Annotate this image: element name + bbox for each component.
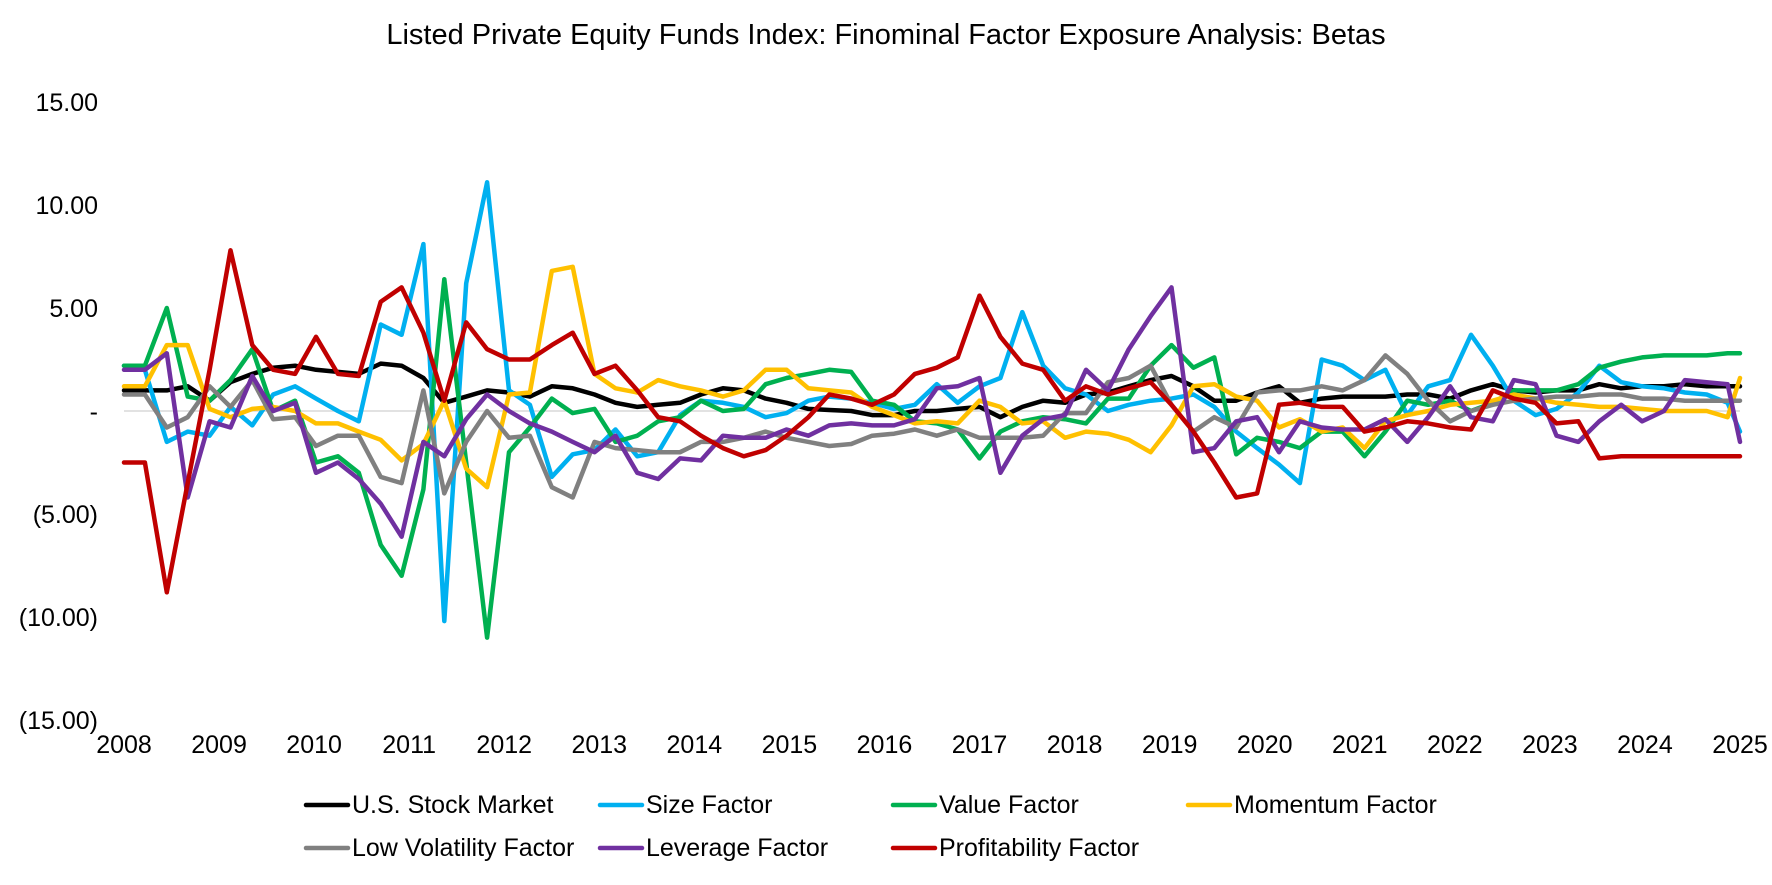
chart-title: Listed Private Equity Funds Index: Finom… [386,19,1385,51]
legend: U.S. Stock Market Size Factor Value Factor… [303,791,1437,862]
series-line-value-factor [121,276,1743,640]
x-tick-label: 2016 [857,731,913,759]
x-tick-label: 2008 [96,731,152,759]
legend-label: U.S. Stock Market [352,791,553,819]
series-line-u-s-stock-market [121,361,1743,420]
x-tick-label: 2010 [286,731,342,759]
y-tick-label: - [90,398,98,426]
x-tick-label: 2009 [191,731,247,759]
legend-item-leverage-factor: Leverage Factor [597,834,828,862]
y-tick-label: 5.00 [49,295,98,323]
x-tick-label: 2011 [382,731,436,759]
legend-label: Value Factor [939,791,1079,819]
series-line-momentum-factor [121,264,1743,490]
y-tick-label: (5.00) [33,501,98,529]
x-axis-tick-labels: 2008 2009 2010 2011 2012 2013 2014 2015 2016 2017… [96,731,1768,759]
x-tick-label: 2015 [762,731,818,759]
x-tick-label: 2021 [1332,731,1388,759]
legend-item-u-s-stock-market: U.S. Stock Market [303,791,553,819]
series-line-size-factor [121,180,1743,624]
legend-item-value-factor: Value Factor [890,791,1079,819]
x-tick-label: 2023 [1522,731,1578,759]
series-line-low-volatility-factor [121,353,1743,500]
legend-label: Low Volatility Factor [352,834,574,862]
y-axis-tick-labels: 15.00 10.00 5.00 - (5.00) (10.00) (15.00) [19,89,98,735]
x-tick-label: 2013 [571,731,627,759]
y-tick-label: (15.00) [19,707,98,735]
legend-label: Leverage Factor [646,834,828,862]
legend-label: Profitability Factor [939,834,1139,862]
legend-item-size-factor: Size Factor [597,791,772,819]
x-tick-label: 2020 [1237,731,1293,759]
y-tick-label: 15.00 [35,89,98,117]
x-tick-label: 2024 [1617,731,1673,759]
x-tick-label: 2012 [476,731,532,759]
series-lines [121,180,1743,640]
x-tick-label: 2025 [1712,731,1768,759]
x-tick-label: 2022 [1427,731,1483,759]
legend-label: Momentum Factor [1234,791,1437,819]
x-tick-label: 2018 [1047,731,1103,759]
legend-label: Size Factor [646,791,772,819]
x-tick-label: 2019 [1142,731,1198,759]
x-tick-label: 2017 [952,731,1008,759]
series-line-profitability-factor [121,248,1743,595]
x-tick-label: 2014 [667,731,723,759]
y-tick-label: 10.00 [35,192,98,220]
legend-item-momentum-factor: Momentum Factor [1185,791,1437,819]
legend-item-low-volatility-factor: Low Volatility Factor [303,834,574,862]
y-tick-label: (10.00) [19,604,98,632]
legend-item-profitability-factor: Profitability Factor [890,834,1139,862]
